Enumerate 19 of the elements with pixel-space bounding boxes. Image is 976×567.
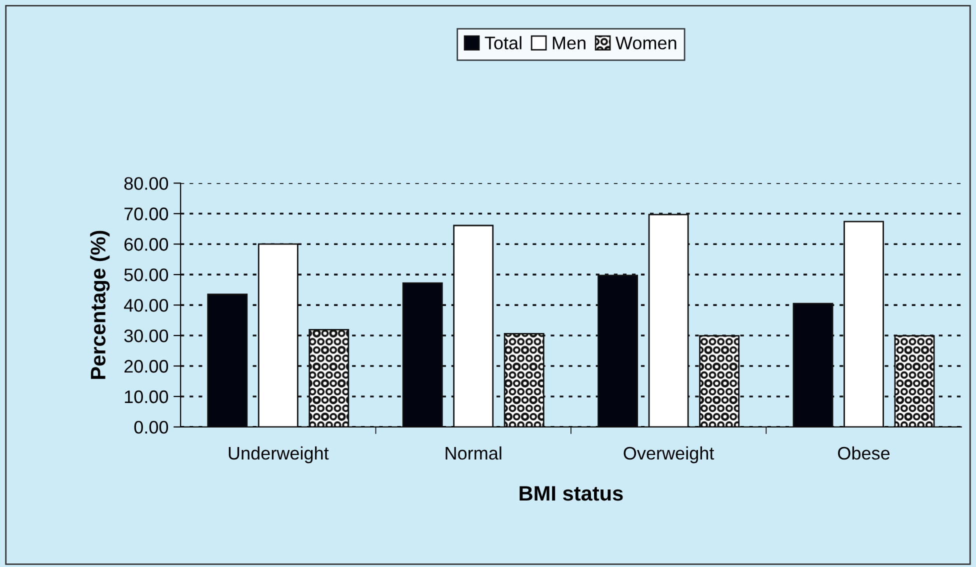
x-tick-label: Obese (838, 446, 890, 460)
legend-label: Men (552, 36, 586, 50)
y-tick-label: 20.00 (124, 360, 168, 373)
y-tick-label: 10.00 (124, 390, 168, 404)
y-tick-label: 60.00 (124, 238, 168, 251)
legend-label: Women (616, 36, 676, 50)
y-tick-label: 80.00 (124, 177, 168, 190)
x-axis-title: BMI status (520, 486, 623, 501)
x-tick-label: Normal (446, 446, 502, 460)
y-tick-label: 0.00 (134, 420, 168, 434)
y-axis-title: Percentage (%) (90, 230, 110, 379)
x-tick-label: Underweight (228, 446, 329, 464)
y-tick-label: 40.00 (124, 298, 168, 312)
y-tick-label: 30.00 (124, 329, 168, 342)
legend-label: Total (484, 36, 522, 50)
x-tick-label: Overweight (624, 446, 714, 464)
y-tick-label: 50.00 (124, 268, 168, 282)
bar (207, 294, 248, 427)
y-tick-label: 70.00 (124, 208, 168, 220)
